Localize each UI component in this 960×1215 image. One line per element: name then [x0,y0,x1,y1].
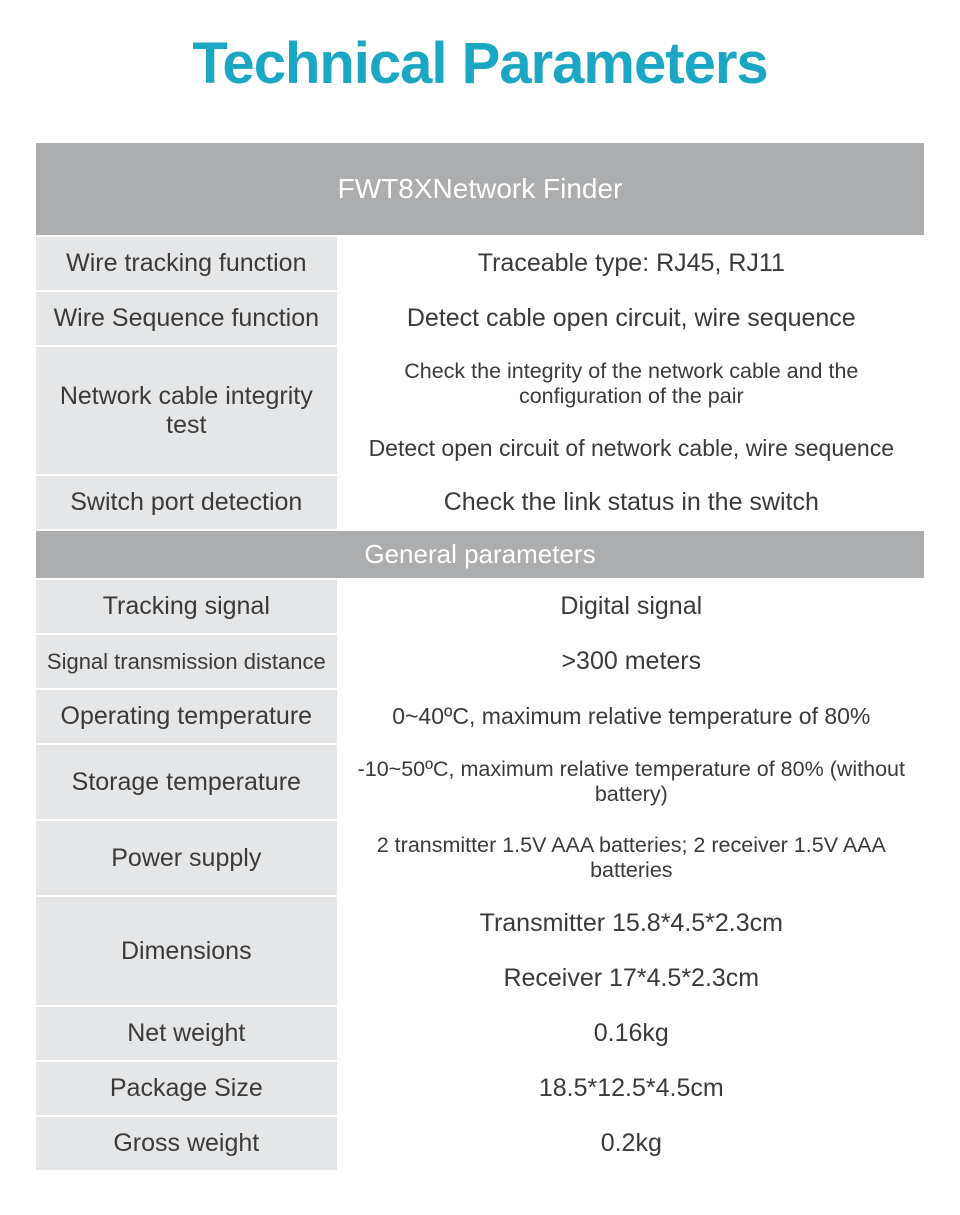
row-label: Storage temperature [35,744,338,820]
row-value: 2 transmitter 1.5V AAA batteries; 2 rece… [338,820,925,896]
row-value: Transmitter 15.8*4.5*2.3cm [338,896,925,951]
row-label: Network cable integrity test [35,346,338,475]
row-label: Net weight [35,1006,338,1061]
row-value: Detect cable open circuit, wire sequence [338,291,925,346]
table-row: Storage temperature -10~50ºC, maximum re… [35,744,925,820]
row-value: -10~50ºC, maximum relative temperature o… [338,744,925,820]
page-container: Technical Parameters FWT8XNetwork Finder… [0,0,960,1201]
row-label: Switch port detection [35,475,338,530]
page-title: Technical Parameters [35,30,925,97]
row-value: Digital signal [338,579,925,634]
table-subheader-row: General parameters [35,530,925,579]
table-row: Operating temperature 0~40ºC, maximum re… [35,689,925,744]
table-row: Network cable integrity test Check the i… [35,346,925,422]
table-row: Signal transmission distance >300 meters [35,634,925,689]
table-row: Wire tracking function Traceable type: R… [35,236,925,291]
table-row: Dimensions Transmitter 15.8*4.5*2.3cm [35,896,925,951]
row-label: Power supply [35,820,338,896]
parameters-table: FWT8XNetwork Finder Wire tracking functi… [35,142,925,1171]
table-row: Wire Sequence function Detect cable open… [35,291,925,346]
row-value: Receiver 17*4.5*2.3cm [338,951,925,1006]
row-value: Check the link status in the switch [338,475,925,530]
row-label: Wire Sequence function [35,291,338,346]
table-row: Switch port detection Check the link sta… [35,475,925,530]
row-value: Check the integrity of the network cable… [338,346,925,422]
row-label: Gross weight [35,1116,338,1171]
row-label: Tracking signal [35,579,338,634]
row-value: 0~40ºC, maximum relative temperature of … [338,689,925,744]
table-row: Tracking signal Digital signal [35,579,925,634]
row-value: Traceable type: RJ45, RJ11 [338,236,925,291]
table-header-row: FWT8XNetwork Finder [35,142,925,236]
table-row: Gross weight 0.2kg [35,1116,925,1171]
row-value: 18.5*12.5*4.5cm [338,1061,925,1116]
row-label: Dimensions [35,896,338,1006]
table-header: FWT8XNetwork Finder [35,142,925,236]
row-value: Detect open circuit of network cable, wi… [338,422,925,475]
row-value: 0.16kg [338,1006,925,1061]
row-label: Operating temperature [35,689,338,744]
table-row: Package Size 18.5*12.5*4.5cm [35,1061,925,1116]
table-row: Power supply 2 transmitter 1.5V AAA batt… [35,820,925,896]
table-subheader: General parameters [35,530,925,579]
row-label: Package Size [35,1061,338,1116]
table-row: Net weight 0.16kg [35,1006,925,1061]
row-label: Wire tracking function [35,236,338,291]
row-label: Signal transmission distance [35,634,338,689]
row-value: 0.2kg [338,1116,925,1171]
row-value: >300 meters [338,634,925,689]
